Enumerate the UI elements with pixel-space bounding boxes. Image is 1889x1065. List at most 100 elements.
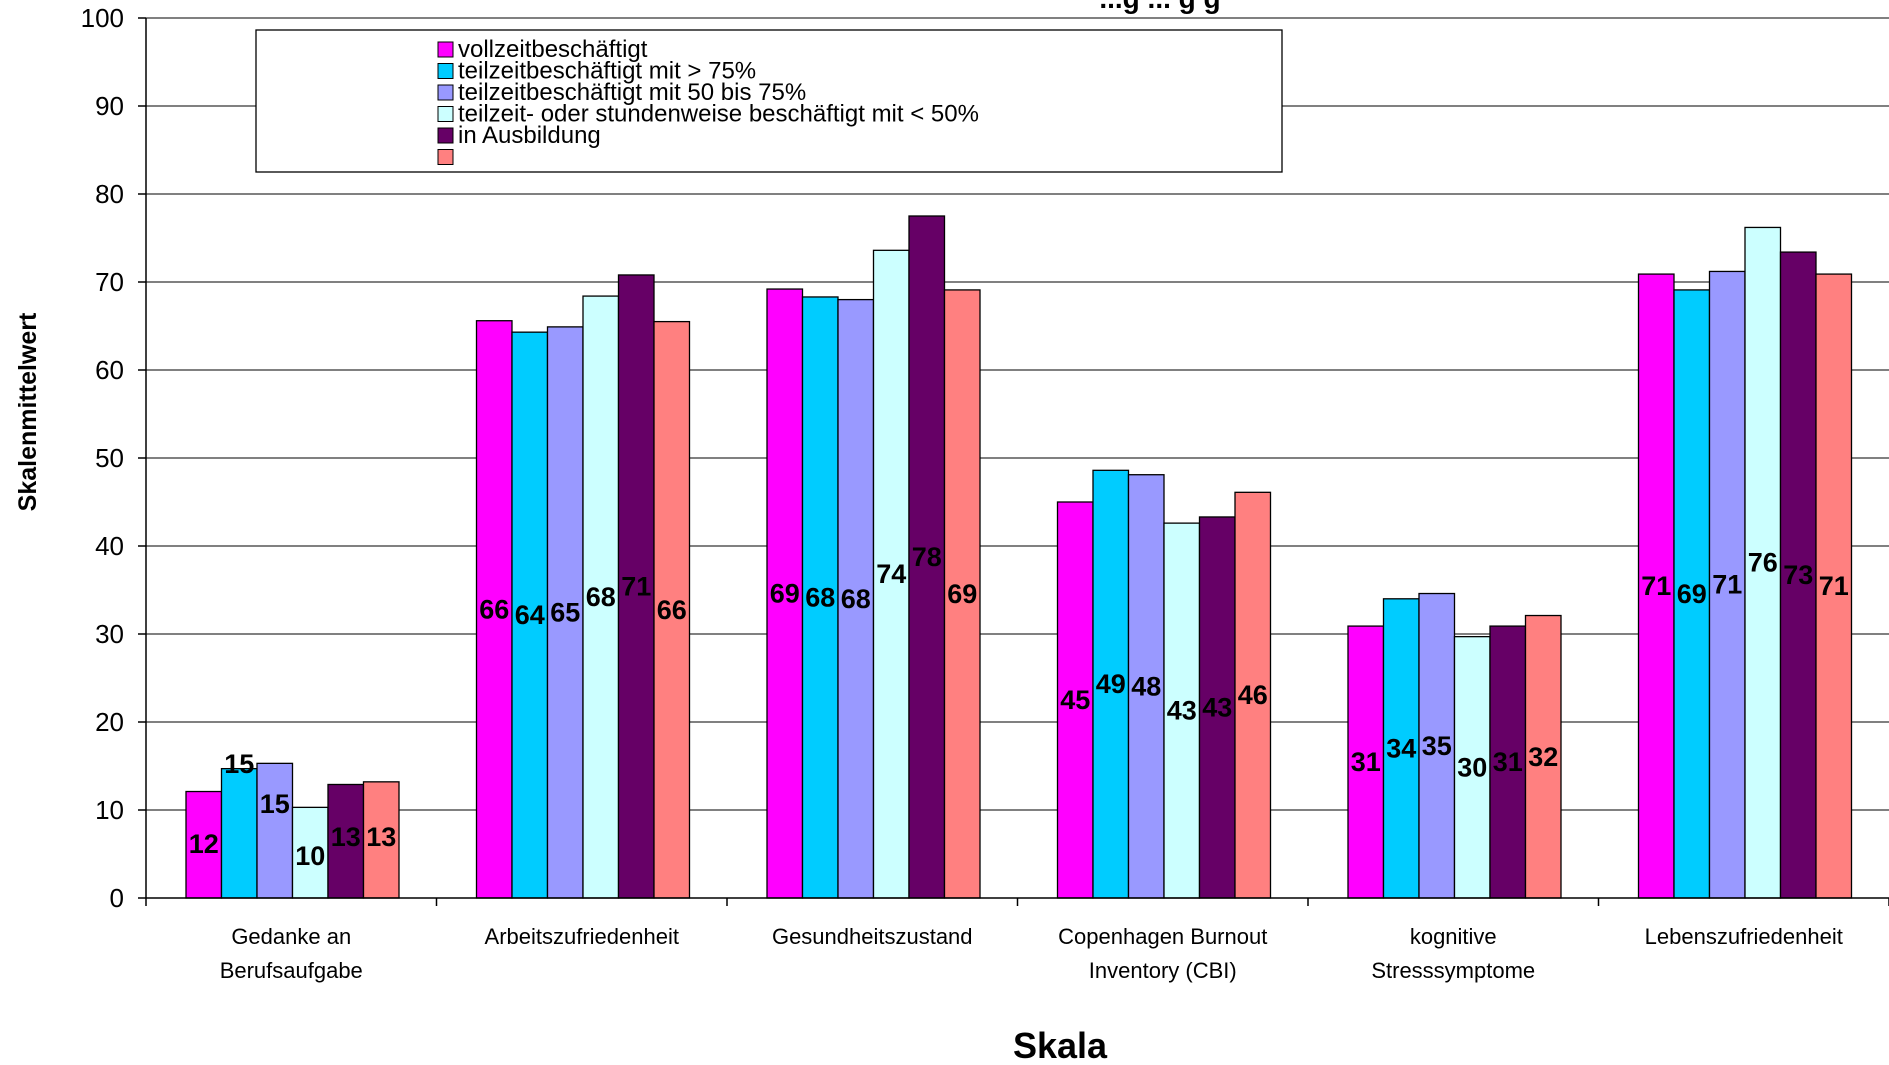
bars bbox=[185, 215, 1853, 899]
y-tick-label: 10 bbox=[95, 795, 124, 825]
data-label: 76 bbox=[1748, 548, 1778, 578]
category-label: Inventory (CBI) bbox=[1089, 958, 1237, 983]
y-tick-label: 40 bbox=[95, 531, 124, 561]
y-tick-label: 70 bbox=[95, 267, 124, 297]
bar bbox=[1708, 270, 1746, 899]
legend-label: teilzeitbeschäftigt mit > 75% bbox=[458, 58, 756, 85]
bar bbox=[943, 289, 981, 899]
y-tick-label: 60 bbox=[95, 355, 124, 385]
bar bbox=[1382, 598, 1420, 899]
bar bbox=[908, 215, 946, 899]
y-tick-label: 20 bbox=[95, 707, 124, 737]
data-label: 73 bbox=[1783, 560, 1813, 590]
data-label: 15 bbox=[224, 749, 254, 779]
data-label: 31 bbox=[1351, 747, 1381, 777]
data-label: 74 bbox=[876, 559, 906, 589]
data-label: 13 bbox=[331, 822, 361, 852]
bar bbox=[1127, 474, 1165, 899]
category-label: Copenhagen Burnout bbox=[1058, 924, 1267, 949]
data-label: 30 bbox=[1457, 752, 1487, 782]
data-label: 13 bbox=[366, 822, 396, 852]
legend-swatch bbox=[437, 127, 454, 144]
category-label: Berufsaufgabe bbox=[220, 958, 363, 983]
data-label: 43 bbox=[1202, 692, 1232, 722]
axes: 0 10 20 30 40 50 60 70 80 90 100 Gedanke an Berufsau… bbox=[81, 3, 1889, 983]
bar bbox=[1092, 469, 1130, 899]
data-label: 35 bbox=[1422, 731, 1452, 761]
bar bbox=[475, 320, 513, 899]
legend-label: vollzeitbeschäftigt bbox=[458, 36, 648, 63]
data-label: 48 bbox=[1131, 671, 1161, 701]
y-tick-label: 90 bbox=[95, 91, 124, 121]
data-label: 65 bbox=[550, 597, 580, 627]
bar bbox=[1418, 592, 1456, 899]
data-label: 71 bbox=[621, 571, 651, 601]
y-tick-label: 80 bbox=[95, 179, 124, 209]
x-axis-title: Skala bbox=[1013, 1025, 1108, 1065]
data-label: 12 bbox=[189, 829, 219, 859]
y-tick-label: 30 bbox=[95, 619, 124, 649]
category-label: kognitive bbox=[1410, 924, 1497, 949]
legend-label: teilzeitbeschäftigt mit 50 bis 75% bbox=[458, 79, 806, 106]
bar bbox=[1453, 635, 1491, 899]
y-tick-label: 100 bbox=[81, 3, 124, 33]
bar bbox=[1779, 251, 1817, 899]
data-label: 69 bbox=[770, 579, 800, 609]
bar bbox=[220, 767, 258, 899]
chart-title: ...g ... g g bbox=[1099, 0, 1220, 14]
bar bbox=[511, 331, 549, 899]
category-label: Lebenszufriedenheit bbox=[1645, 924, 1843, 949]
bar bbox=[837, 298, 875, 899]
data-label: 45 bbox=[1060, 685, 1090, 715]
bar bbox=[1637, 273, 1675, 899]
data-label: 10 bbox=[295, 841, 325, 871]
bar bbox=[256, 762, 294, 899]
data-label: 46 bbox=[1238, 680, 1268, 710]
bar bbox=[1524, 614, 1562, 899]
legend-swatch bbox=[437, 63, 454, 79]
data-label: 32 bbox=[1528, 742, 1558, 772]
category-label: Arbeitszufriedenheit bbox=[485, 924, 679, 949]
data-label: 43 bbox=[1167, 696, 1197, 726]
bar bbox=[1489, 625, 1527, 899]
bar bbox=[1163, 522, 1201, 899]
bar bbox=[617, 274, 655, 899]
data-label: 49 bbox=[1096, 669, 1126, 699]
data-label: 34 bbox=[1386, 733, 1416, 763]
y-tick-label: 0 bbox=[110, 883, 124, 913]
bar bbox=[546, 326, 584, 899]
data-label: 69 bbox=[947, 579, 977, 609]
bar bbox=[653, 320, 691, 899]
data-label: 68 bbox=[841, 584, 871, 614]
legend-swatch bbox=[437, 149, 454, 165]
bar bbox=[872, 249, 910, 899]
data-label: 64 bbox=[515, 600, 545, 630]
legend-box bbox=[255, 29, 1283, 173]
bar bbox=[362, 781, 400, 899]
bar bbox=[1815, 273, 1853, 899]
data-label: 15 bbox=[260, 789, 290, 819]
data-label: 68 bbox=[586, 582, 616, 612]
bar bbox=[1056, 501, 1094, 899]
data-label: 78 bbox=[912, 542, 942, 572]
legend-swatch bbox=[437, 106, 454, 122]
data-label: 71 bbox=[1641, 571, 1671, 601]
data-label: 66 bbox=[479, 594, 509, 624]
y-axis-title: Skalenmittelwert bbox=[14, 312, 42, 511]
category-label: Gesundheitszustand bbox=[772, 924, 973, 949]
category-label: Stresssymptome bbox=[1371, 958, 1535, 983]
bar bbox=[1347, 625, 1385, 899]
data-label: 69 bbox=[1677, 579, 1707, 609]
y-tick-label: 50 bbox=[95, 443, 124, 473]
legend-swatch bbox=[437, 84, 454, 101]
category-label: Gedanke an bbox=[231, 924, 351, 949]
data-label: 68 bbox=[805, 582, 835, 612]
bar bbox=[582, 295, 620, 899]
legend-label: in Ausbildung bbox=[458, 122, 601, 149]
data-label: 71 bbox=[1712, 570, 1742, 600]
